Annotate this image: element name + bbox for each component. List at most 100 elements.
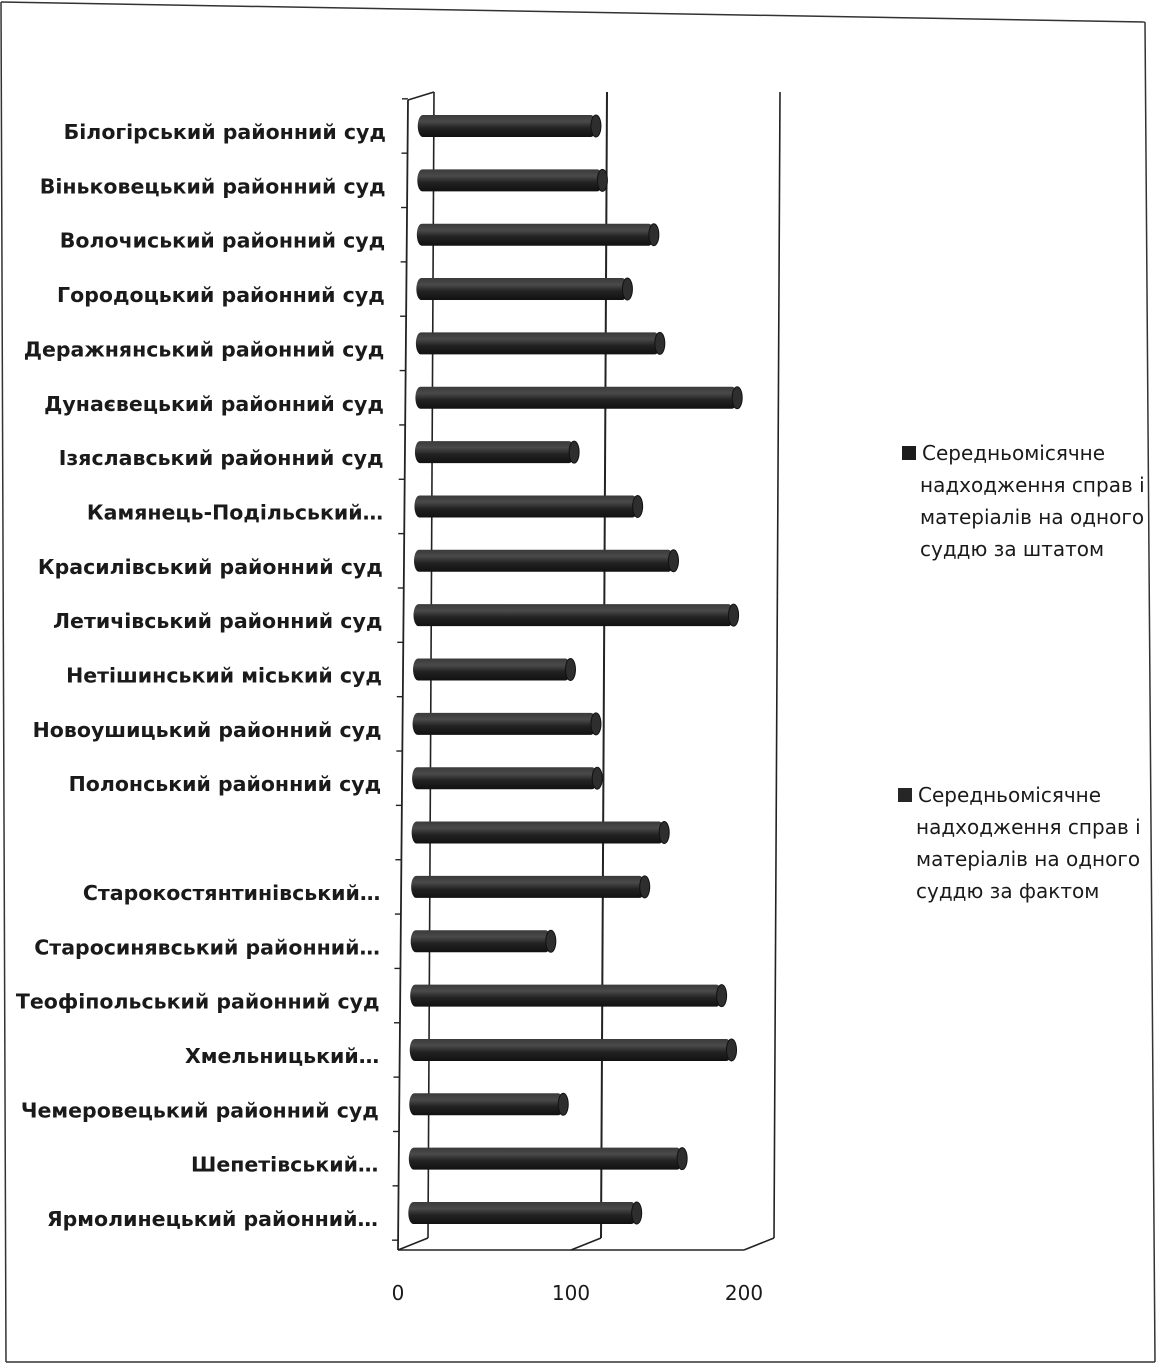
- category-label: Дунаєвецький районний суд: [44, 392, 384, 416]
- bar-cap: [654, 331, 666, 355]
- bar-body: [408, 1147, 683, 1170]
- gridline: [600, 91, 608, 1239]
- category-label: Віньковецький районний суд: [40, 174, 386, 198]
- bar: [415, 331, 666, 355]
- bar-cap: [731, 386, 743, 410]
- bar-body: [414, 495, 638, 518]
- legend-text: матеріалів на одного: [920, 505, 1144, 529]
- category-label: Хмельницький…: [185, 1044, 379, 1068]
- bar: [416, 223, 660, 247]
- bar: [412, 766, 603, 790]
- bar-cap: [557, 1092, 569, 1116]
- category-label: Красилівський районний суд: [38, 555, 383, 579]
- bar: [409, 1092, 569, 1116]
- page-border-left: [0, 1, 7, 1363]
- bar: [413, 603, 740, 627]
- category-label: Полонський районний суд: [69, 772, 382, 796]
- bar-cap: [631, 1201, 643, 1225]
- legend: Середньомісячне надходження справ і матері…: [898, 441, 1145, 903]
- bar-body: [409, 1038, 732, 1061]
- bar-body: [408, 1202, 637, 1224]
- bar-body: [411, 875, 645, 898]
- bar-cap: [564, 658, 576, 681]
- category-label: Теофіпольський районний суд: [16, 990, 380, 1014]
- x-tick-label: 0: [392, 1281, 405, 1305]
- bar: [416, 277, 633, 301]
- bar-cap: [591, 766, 603, 790]
- legend-swatch: [902, 446, 916, 460]
- page-border-top: [0, 1, 1146, 23]
- category-label: Нетішинський міський суд: [66, 664, 382, 688]
- bar-cap: [621, 277, 633, 301]
- bar-body: [410, 930, 551, 953]
- bar: [411, 875, 651, 899]
- bar-body: [410, 984, 722, 1007]
- bar: [410, 984, 728, 1008]
- bar-body: [413, 549, 674, 572]
- category-label: Волочиський районний суд: [60, 229, 385, 253]
- legend-text: надходження справ і: [920, 473, 1145, 497]
- bar-cap: [716, 984, 728, 1008]
- legend-text: суддю за штатом: [920, 537, 1104, 561]
- bar: [413, 658, 576, 681]
- bar: [411, 821, 670, 845]
- bar-body: [414, 441, 575, 464]
- legend-text: надходження справ і: [916, 815, 1141, 839]
- category-label: Старосинявський районний…: [34, 935, 380, 959]
- floor-edge: [397, 1237, 429, 1251]
- category-label: Новоушицький районний суд: [33, 718, 382, 742]
- bar: [417, 168, 608, 192]
- floor-edge: [743, 1237, 775, 1251]
- bar-body: [416, 278, 628, 301]
- bar-cap: [639, 875, 651, 899]
- bar: [415, 386, 743, 410]
- category-axis-line: [397, 99, 409, 1251]
- bar-body: [416, 223, 654, 246]
- legend-text: Середньомісячне: [918, 783, 1101, 807]
- category-label: Камянець-Подільський…: [87, 500, 383, 524]
- bar: [414, 494, 644, 518]
- bar-body: [411, 821, 665, 844]
- bar-cap: [676, 1147, 688, 1171]
- bar-cap: [728, 603, 740, 627]
- bar: [414, 440, 580, 464]
- category-label: Летичівський районний суд: [53, 609, 382, 633]
- legend-text: Середньомісячне: [922, 441, 1105, 465]
- bar-body: [412, 767, 598, 790]
- top-edge: [407, 91, 435, 101]
- bar-body: [409, 1093, 564, 1116]
- bar: [412, 712, 602, 736]
- legend-text: матеріалів на одного: [916, 847, 1140, 871]
- bar: [408, 1201, 643, 1225]
- category-label: Шепетівський…: [191, 1153, 378, 1177]
- bar-cap: [726, 1038, 738, 1062]
- bar-cap: [648, 223, 660, 247]
- x-tick-label: 200: [725, 1281, 763, 1305]
- bar: [408, 1147, 688, 1171]
- bar-body: [417, 115, 596, 137]
- bar-cap: [596, 168, 608, 192]
- bar-cap: [667, 549, 679, 573]
- bar-cap: [632, 494, 644, 518]
- legend-swatch: [898, 788, 912, 802]
- bar-body: [413, 658, 571, 681]
- category-label: Старокостянтинівський…: [83, 881, 381, 905]
- bar-body: [412, 712, 596, 735]
- bar-body: [415, 332, 660, 355]
- bars-layer: [408, 114, 743, 1225]
- floor-edge: [570, 1237, 602, 1251]
- category-label: Ярмолинецький районний…: [47, 1207, 378, 1231]
- x-tick-label: 100: [552, 1281, 590, 1305]
- bar: [413, 549, 679, 573]
- legend-text: суддю за фактом: [916, 879, 1099, 903]
- bar: [410, 929, 557, 953]
- x-axis-ticks: 0 100 200: [392, 1281, 763, 1305]
- bar-body: [417, 169, 603, 192]
- bar: [417, 114, 602, 138]
- bar-cap: [568, 440, 580, 464]
- category-labels: Білогірський районний суд Віньковецький р…: [16, 120, 386, 1231]
- category-label: Білогірський районний суд: [64, 120, 386, 144]
- category-label: Городоцький районний суд: [57, 283, 385, 307]
